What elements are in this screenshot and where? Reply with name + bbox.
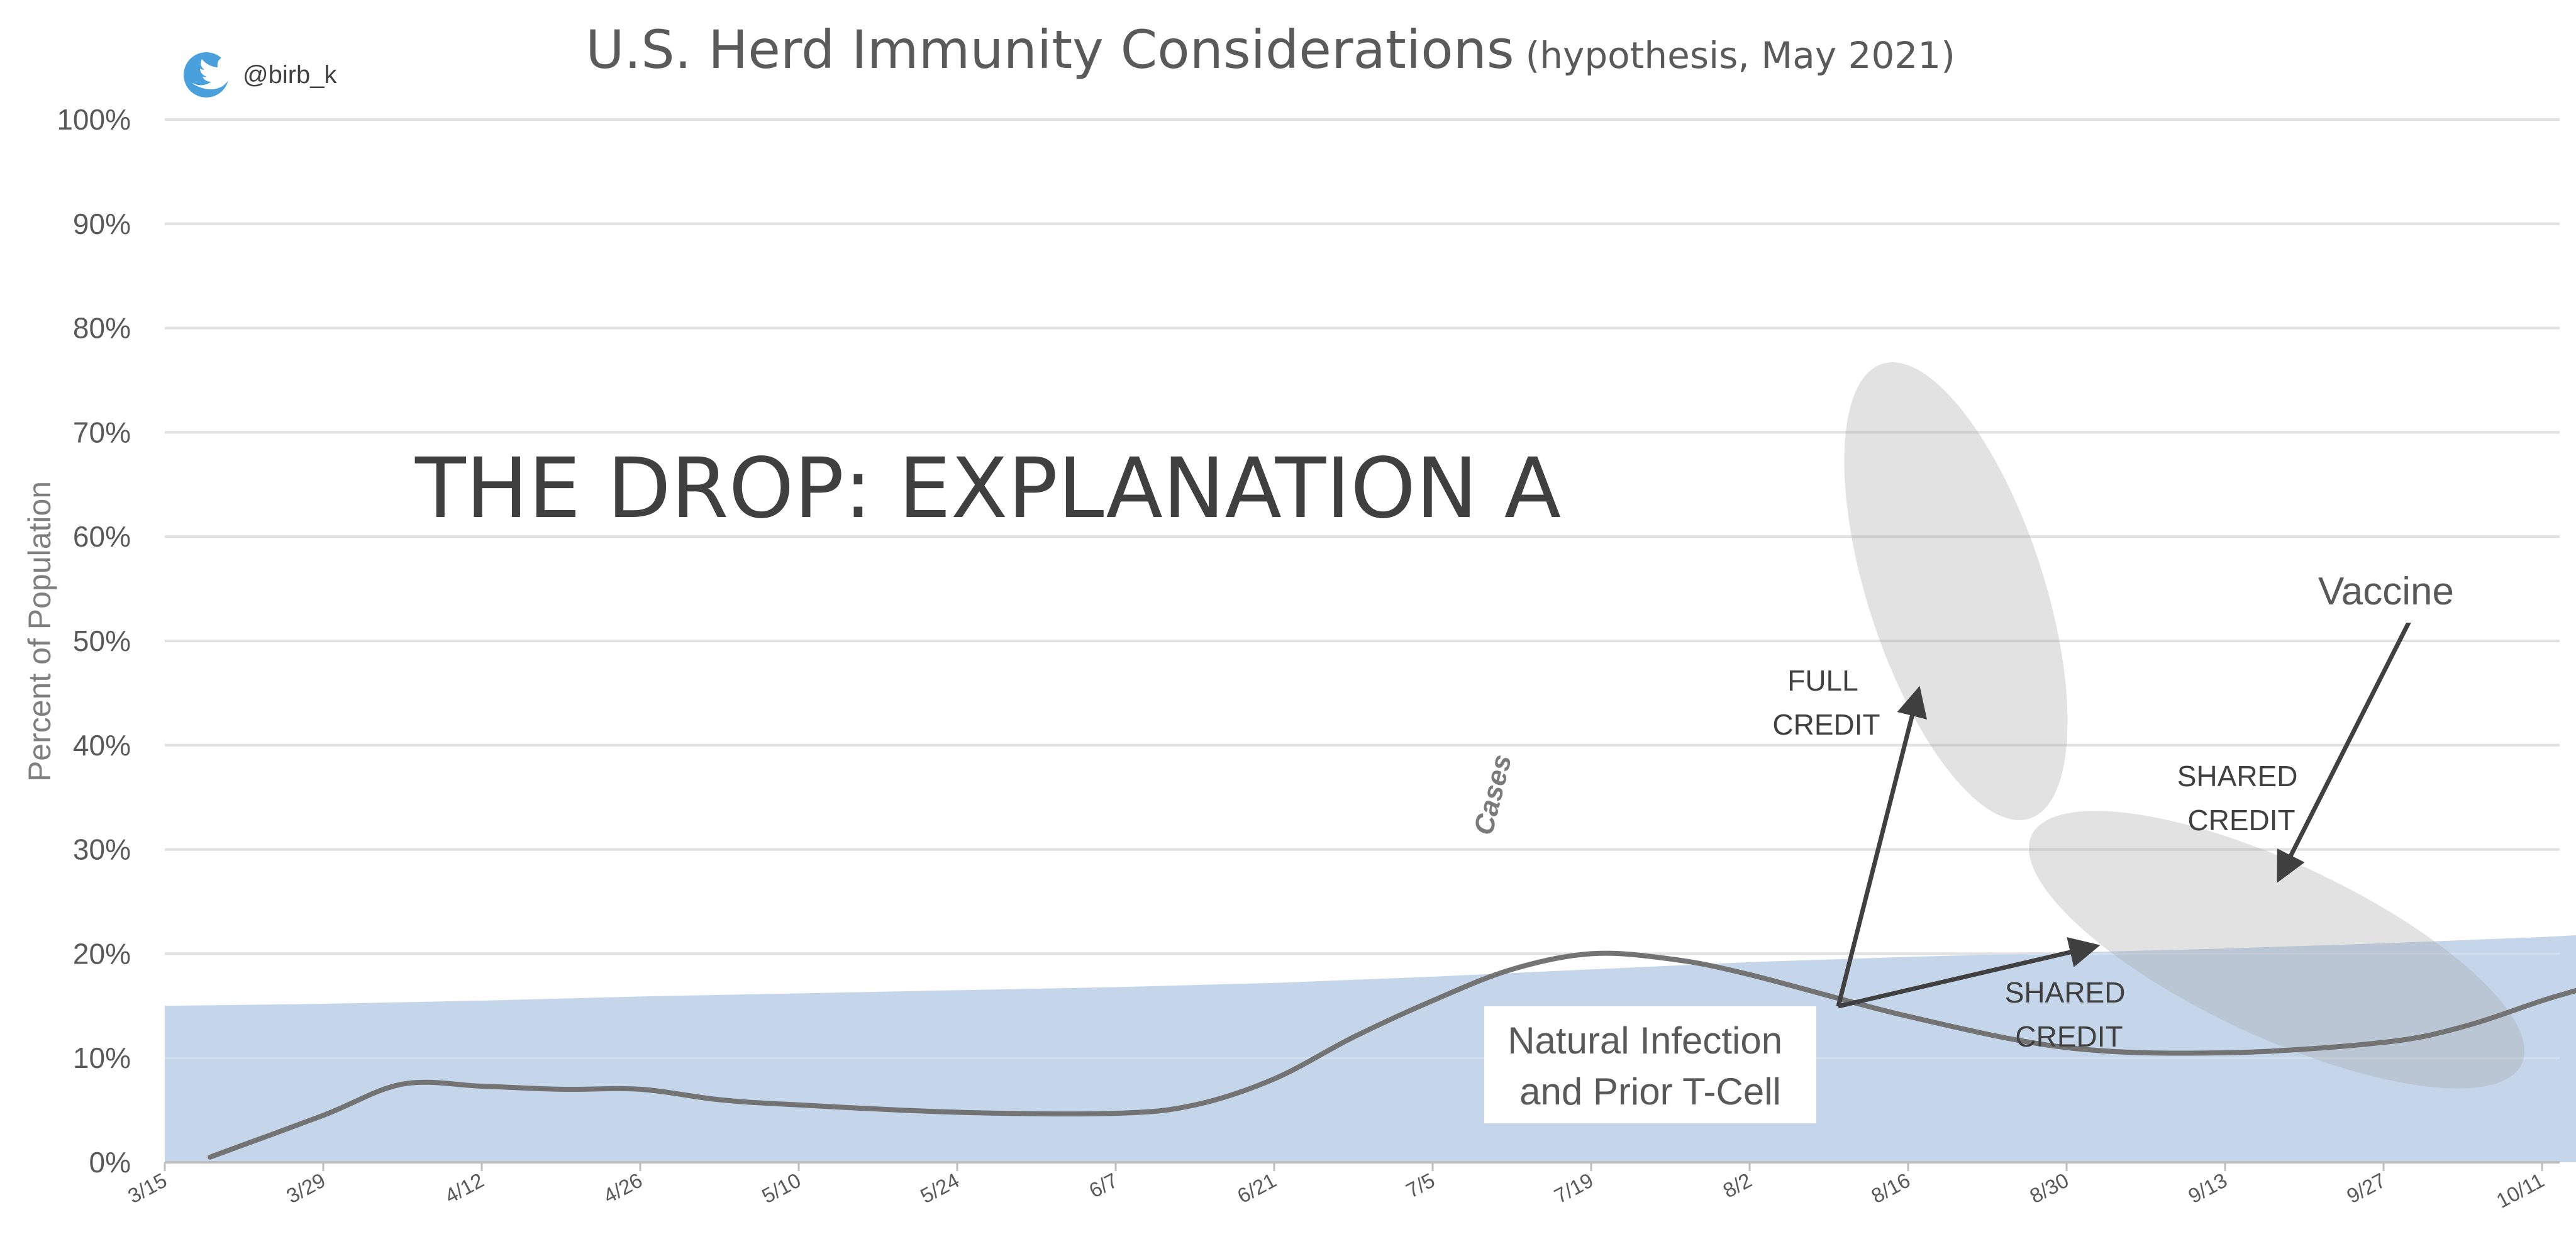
twitter-handle: @birb_k <box>184 52 338 97</box>
full-credit-line-2: CREDIT <box>1772 708 1880 741</box>
full-credit-label: FULL CREDIT <box>1772 664 1880 741</box>
shared-credit-upper-line-1: SHARED <box>2177 760 2298 792</box>
y-tick-label: 60% <box>73 520 131 553</box>
twitter-handle-text: @birb_k <box>243 61 338 89</box>
arrow-shared-credit-lower <box>1838 937 2101 1009</box>
y-tick-label: 50% <box>73 625 131 657</box>
chart-subtitle: (hypothesis, May 2021) <box>1526 34 1955 77</box>
chart-title-main: U.S. Herd Immunity Considerations <box>586 19 1514 81</box>
shared-credit-lower-line-2: CREDIT <box>2015 1020 2123 1053</box>
full-credit-highlight <box>1844 362 2068 820</box>
x-tick-label: 10/11 <box>2492 1169 2548 1213</box>
gridlines <box>165 118 2560 1060</box>
chart-title: U.S. Herd Immunity Considerations (hypoth… <box>586 19 1955 81</box>
y-tick-label: 30% <box>73 833 131 866</box>
arrow-full-credit <box>1836 686 1928 1007</box>
y-tick-label: 40% <box>73 729 131 762</box>
shared-credit-lower-line-1: SHARED <box>2005 976 2126 1009</box>
highlight-layer <box>1844 362 2525 1089</box>
line-layer <box>208 950 2576 1160</box>
twitter-bird-glyph <box>192 56 238 90</box>
natural-infection-callout: Natural Infection and Prior T-Cell <box>1484 1006 1816 1123</box>
cases-label: Cases <box>1468 752 1518 838</box>
vaccine-label: Vaccine <box>2318 570 2454 613</box>
shared-credit-lower-label: SHARED CREDIT <box>2005 976 2134 1053</box>
axes: 0% 10% 20% 30% 40% 50% 60% 70% 80% 90% 100% 3/15 3/2… <box>57 103 2560 1213</box>
natural-infection-line-1: Natural Infection <box>1507 1020 1782 1062</box>
natural-infection-line-2: and Prior T-Cell <box>1519 1070 1781 1113</box>
x-tick-label: 3/29 <box>282 1169 329 1208</box>
shared-credit-highlight <box>2028 811 2525 1089</box>
x-tick-label: 4/12 <box>441 1169 487 1208</box>
x-tick-label: 5/24 <box>916 1169 963 1208</box>
y-tick-label: 70% <box>73 416 131 448</box>
x-tick-label: 8/2 <box>1719 1169 1755 1203</box>
full-credit-line-1: FULL <box>1787 664 1858 697</box>
x-tick-label: 3/15 <box>124 1169 170 1208</box>
x-tick-label: 6/7 <box>1085 1169 1121 1203</box>
headline: THE DROP: EXPLANATION A <box>414 440 1561 537</box>
x-tick-label: 9/27 <box>2343 1169 2389 1208</box>
shared-credit-upper-line-2: CREDIT <box>2187 804 2295 836</box>
y-tick-label: 20% <box>73 937 131 970</box>
y-tick-label: 100% <box>57 103 131 136</box>
series-line-cases <box>208 950 2576 1160</box>
svg-text:Natural Infection and Pr: Natural Infection and Prior T-Cell <box>1507 1020 1793 1113</box>
x-tick-label: 9/13 <box>2184 1169 2231 1208</box>
x-tick-label: 5/10 <box>758 1169 804 1208</box>
y-tick-label: 90% <box>73 208 131 240</box>
y-tick-label: 10% <box>73 1042 131 1074</box>
x-tick-label: 4/26 <box>599 1169 646 1208</box>
x-tick-label: 6/21 <box>1233 1169 1280 1208</box>
x-tick-label: 7/19 <box>1550 1169 1597 1208</box>
x-tick-label: 7/5 <box>1402 1169 1438 1203</box>
shared-credit-upper-label: SHARED CREDIT <box>2177 760 2306 836</box>
y-tick-label: 80% <box>73 312 131 345</box>
y-tick-label: 0% <box>89 1146 131 1179</box>
arrow-vaccine <box>2277 615 2414 883</box>
y-axis-label: Percent of Population <box>22 481 57 782</box>
x-tick-label: 8/30 <box>2026 1169 2072 1208</box>
x-tick-label: 8/16 <box>1867 1169 1914 1208</box>
arrows <box>1836 615 2414 1009</box>
vaccine-callout: Vaccine <box>2303 560 2469 623</box>
